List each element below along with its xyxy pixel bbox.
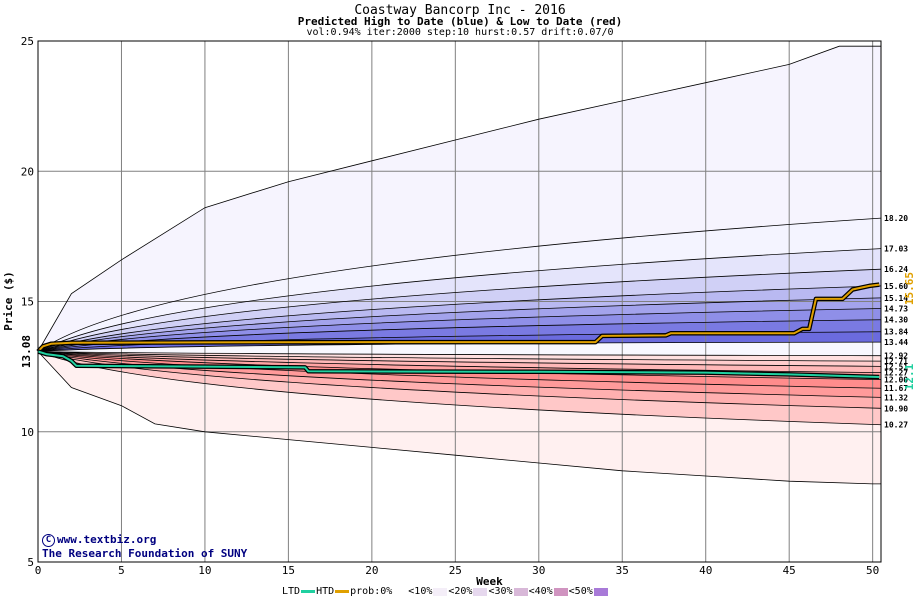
- band-low-4: [38, 351, 881, 389]
- x-tick-label-1: 5: [118, 564, 125, 577]
- copyright-icon: C: [42, 533, 55, 547]
- y-tick-label-2: 15: [21, 296, 34, 309]
- x-tick-label-5: 25: [449, 564, 462, 577]
- outer-high-line: [37, 45, 881, 352]
- quantile-label-7: 13.84: [884, 328, 908, 337]
- x-axis-title: Week: [476, 575, 503, 588]
- ltd-line: [37, 350, 880, 378]
- legend-band-50: <50%: [568, 586, 593, 597]
- y-tick-label-0: 5: [27, 556, 34, 569]
- quantile-line-high-3: [37, 285, 882, 352]
- legend-swatch-0: [393, 587, 408, 596]
- quantile-line-high-6: [37, 319, 882, 352]
- legend-swatch-30: [513, 587, 528, 596]
- legend-ltd-label: LTD: [282, 586, 301, 597]
- legend-band-40: <40%: [528, 586, 553, 597]
- x-tick-label-3: 15: [282, 564, 295, 577]
- y-tick-label-4: 25: [21, 35, 34, 48]
- band-high-5: [38, 308, 881, 352]
- legend-htd-label: HTD: [316, 586, 335, 597]
- band-low-6: [38, 351, 881, 409]
- credit-url: www.textbiz.org: [57, 533, 157, 546]
- band-high-6: [38, 319, 881, 352]
- quantile-label-13: 12.00: [884, 376, 908, 385]
- ltd-end-label: 12.1: [903, 363, 916, 390]
- simulation-parameters: vol:0.94% iter:2000 step:10 hurst:0.57 d…: [306, 27, 614, 38]
- legend-htd-swatch: [335, 590, 350, 593]
- x-tick-label-4: 20: [365, 564, 378, 577]
- chart-title: Coastway Bancorp Inc - 2016: [354, 3, 566, 18]
- band-low-1: [38, 351, 881, 367]
- x-tick-label-2: 10: [198, 564, 211, 577]
- band-low-7: [38, 351, 881, 425]
- quantile-line-high-8: [37, 341, 882, 352]
- x-tick-label-8: 40: [699, 564, 712, 577]
- y-axis-title: Price ($): [2, 271, 15, 331]
- quantile-line-low-7: [37, 351, 882, 409]
- quantile-line-high-2: [37, 268, 882, 352]
- legend-swatch-50: [593, 587, 608, 596]
- x-tick-label-10: 50: [866, 564, 879, 577]
- credit-organization: The Research Foundation of SUNY: [42, 546, 248, 560]
- y-tick-label-1: 10: [21, 426, 34, 439]
- band-low-outer: [38, 351, 881, 484]
- band-low-5: [38, 351, 881, 398]
- legend-ltd-swatch: [301, 590, 316, 593]
- quantile-label-6: 14.30: [884, 316, 908, 325]
- chart-subtitle: Predicted High to Date (blue) & Low to D…: [297, 15, 623, 28]
- htd-end-label: 15.65: [903, 272, 916, 305]
- quantile-label-16: 10.90: [884, 404, 908, 413]
- band-high-2: [38, 269, 881, 352]
- quantile-label-11: 12.51: [884, 362, 908, 371]
- x-tick-label-0: 0: [35, 564, 42, 577]
- band-high-3: [38, 285, 881, 352]
- quantile-line-low-4: [37, 351, 882, 381]
- quantile-label-9: 12.92: [884, 352, 908, 361]
- band-center: [38, 342, 881, 356]
- quantile-label-5: 14.73: [884, 305, 908, 314]
- x-tick-label-6: 30: [532, 564, 545, 577]
- start-price-label: 13.08: [20, 335, 33, 368]
- quantile-line-high-0: [37, 217, 882, 352]
- quantile-label-3: 15.60: [884, 282, 908, 291]
- plot-frame: [37, 40, 882, 563]
- band-high-outer: [38, 46, 881, 352]
- band-high-0: [38, 218, 881, 352]
- quantile-label-14: 11.67: [884, 384, 908, 393]
- chart-legend: LTD HTD prob:0% <10% <20% <30% <40% <50%: [282, 586, 609, 598]
- band-high-4: [38, 297, 881, 352]
- quantile-label-0: 18.20: [884, 214, 908, 223]
- legend-band-10: <10%: [408, 586, 433, 597]
- quantile-line-low-1: [37, 351, 882, 362]
- quantile-line-low-2: [37, 351, 882, 367]
- quantile-label-15: 11.32: [884, 393, 908, 402]
- htd-line: [37, 283, 880, 353]
- legend-swatch-20: [473, 587, 488, 596]
- quantile-label-8: 13.44: [884, 338, 908, 347]
- quantile-label-4: 15.14: [884, 294, 908, 303]
- band-high-1: [38, 248, 881, 352]
- legend-swatch-10: [433, 587, 448, 596]
- quantile-line-low-0: [37, 351, 882, 357]
- quantile-line-high-1: [37, 248, 882, 352]
- y-tick-label-3: 20: [21, 165, 34, 178]
- quantile-label-12: 12.27: [884, 369, 908, 378]
- quantile-label-2: 16.24: [884, 265, 908, 274]
- quantile-label-10: 12.71: [884, 357, 908, 366]
- quantile-line-low-3: [37, 351, 882, 374]
- quantile-label-17: 10.27: [884, 421, 908, 430]
- legend-prob-label: prob:0%: [350, 586, 393, 597]
- quantile-label-1: 17.03: [884, 245, 908, 254]
- legend-swatch-40: [553, 587, 568, 596]
- x-tick-label-7: 35: [616, 564, 629, 577]
- outer-low-line: [37, 351, 881, 485]
- x-tick-label-9: 45: [783, 564, 796, 577]
- legend-band-30: <30%: [488, 586, 513, 597]
- legend-band-20: <20%: [448, 586, 473, 597]
- quantile-line-low-6: [37, 351, 882, 398]
